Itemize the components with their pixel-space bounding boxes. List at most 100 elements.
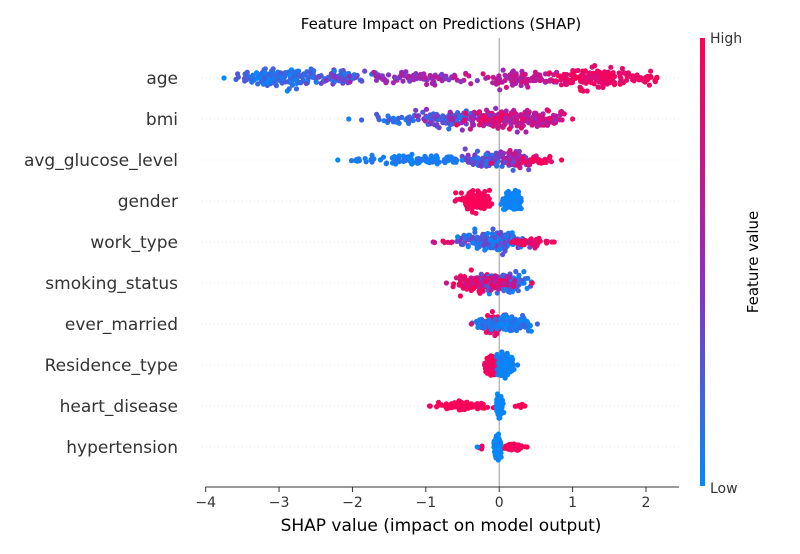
shap-point: [564, 81, 570, 87]
shap-point: [454, 117, 460, 123]
shap-point: [462, 146, 468, 152]
shap-point: [474, 148, 481, 154]
shap-point: [512, 76, 518, 82]
shap-point: [244, 69, 250, 75]
shap-point: [509, 354, 515, 360]
shap-point: [525, 320, 531, 326]
shap-point: [488, 287, 494, 293]
shap-point: [642, 75, 649, 81]
shap-point: [404, 115, 410, 121]
shap-point: [561, 75, 567, 81]
shap-point: [509, 82, 516, 88]
shap-point: [385, 117, 392, 123]
shap-point: [441, 158, 447, 164]
shap-point: [474, 444, 480, 450]
shap-point: [495, 410, 501, 416]
shap-point: [497, 87, 503, 93]
shap-point: [621, 70, 627, 76]
shap-point: [270, 69, 276, 75]
feature-label: avg_glucose_level: [24, 151, 178, 171]
shap-point: [346, 116, 352, 122]
shap-point: [511, 279, 517, 285]
shap-point: [383, 161, 389, 167]
shap-point: [369, 152, 375, 158]
shap-point: [448, 115, 454, 121]
shap-point: [490, 226, 496, 232]
shap-point: [502, 352, 508, 358]
shap-point: [465, 244, 471, 250]
shap-point: [474, 78, 480, 84]
shap-point: [520, 155, 526, 161]
shap-point: [553, 78, 559, 84]
shap-point: [559, 157, 565, 163]
shap-point: [520, 123, 526, 129]
shap-point: [570, 71, 576, 77]
shap-point: [434, 122, 440, 128]
shap-point: [494, 351, 500, 358]
shap-point: [500, 67, 506, 73]
shap-point: [376, 117, 382, 123]
shap-point: [518, 198, 524, 204]
shap-point: [427, 72, 433, 79]
shap-point: [514, 327, 520, 334]
shap-point: [485, 203, 491, 209]
shap-point: [262, 66, 268, 72]
shap-point: [346, 73, 352, 79]
shap-point: [495, 115, 501, 121]
shap-point: [403, 69, 409, 75]
shap-point: [503, 196, 509, 202]
shap-point: [612, 73, 618, 80]
shap-point: [362, 156, 368, 162]
shap-point: [477, 197, 483, 203]
shap-point: [443, 120, 449, 126]
shap-point: [460, 403, 466, 409]
shap-point: [250, 72, 256, 78]
shap-point: [548, 159, 555, 165]
shap-point: [513, 323, 520, 329]
shap-point: [542, 71, 549, 77]
x-tick-label: −3: [269, 495, 290, 511]
shap-point: [494, 76, 500, 82]
shap-point: [503, 84, 509, 90]
shap-point: [296, 79, 302, 85]
shap-point: [646, 82, 653, 88]
shap-point: [426, 403, 433, 409]
shap-point: [534, 158, 540, 164]
shap-point: [584, 88, 590, 94]
shap-point: [479, 159, 485, 165]
shap-point: [490, 360, 496, 366]
shap-point: [348, 158, 355, 164]
shap-point: [424, 114, 430, 120]
x-tick-label: −1: [416, 495, 437, 511]
shap-point: [500, 111, 506, 117]
shap-point: [423, 106, 430, 112]
shap-point: [589, 64, 595, 70]
shap-point: [544, 121, 550, 128]
shap-point: [452, 198, 458, 204]
shap-point: [506, 190, 512, 196]
x-tick-label: 0: [495, 495, 504, 511]
shap-point: [477, 122, 483, 128]
shap-point: [249, 79, 255, 85]
shap-point: [323, 77, 330, 83]
shap-point: [494, 366, 500, 373]
shap-point: [502, 159, 508, 165]
shap-point: [446, 126, 452, 132]
shap-point: [480, 71, 486, 77]
shap-point: [494, 290, 500, 296]
shap-point: [504, 314, 510, 321]
shap-point: [385, 72, 392, 78]
shap-point: [506, 150, 512, 156]
shap-point: [331, 79, 338, 85]
shap-point: [504, 321, 510, 327]
shap-point: [512, 118, 518, 124]
feature-label: hypertension: [66, 438, 178, 458]
shap-point: [343, 71, 349, 77]
shap-point: [332, 74, 338, 80]
shap-point: [254, 75, 260, 81]
shap-point: [510, 194, 516, 200]
shap-point: [530, 156, 536, 162]
shap-point: [558, 109, 564, 115]
shap-point: [524, 107, 530, 113]
